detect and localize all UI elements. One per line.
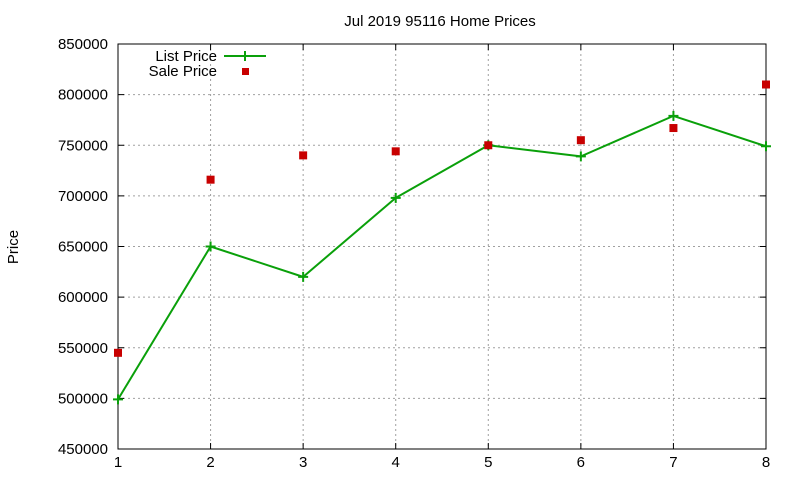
sale-price-point	[576, 136, 585, 145]
y-axis-label: Price	[5, 230, 22, 264]
sale-price-point	[206, 175, 215, 184]
y-tick-label: 650000	[58, 239, 108, 256]
list-price-point	[575, 151, 586, 162]
list-price-point	[668, 110, 679, 121]
chart-title: Jul 2019 95116 Home Prices	[344, 13, 536, 30]
list-price-point	[113, 394, 123, 405]
sale-price-point	[762, 80, 770, 89]
sale-price-point	[669, 124, 678, 133]
y-tick-label: 700000	[58, 188, 108, 205]
x-tick-label: 2	[206, 454, 214, 471]
list-price-point	[298, 271, 309, 282]
grid	[118, 44, 766, 449]
x-tick-label: 4	[392, 454, 400, 471]
y-axis-tick-labels: 450000 500000 550000 600000 650000 700000 7500…	[58, 36, 108, 458]
y-tick-label: 750000	[58, 137, 108, 154]
series	[113, 80, 771, 405]
series-list-price-line	[117, 114, 767, 400]
list-price-point	[205, 241, 216, 252]
sale-price-point	[391, 147, 400, 156]
x-tick-label: 5	[484, 454, 492, 471]
legend-label-sale-price: Sale Price	[149, 63, 217, 80]
list-price-point	[761, 141, 771, 152]
legend-swatch-sale-price-marker	[242, 68, 249, 75]
y-tick-label: 450000	[58, 441, 108, 458]
legend-item-sale-price: Sale Price	[149, 63, 249, 80]
sale-price-point	[484, 141, 493, 150]
x-tick-label: 1	[114, 454, 122, 471]
x-tick-label: 3	[299, 454, 307, 471]
list-price-point	[390, 192, 401, 203]
x-tick-label: 6	[577, 454, 585, 471]
x-axis-tick-labels: 1 2 3 4 5 6 7 8	[114, 454, 770, 471]
legend-label-list-price: List Price	[155, 48, 217, 65]
y-tick-label: 600000	[58, 289, 108, 306]
sale-price-point	[114, 348, 122, 357]
legend: List Price Sale Price	[149, 48, 266, 80]
x-tick-label: 8	[762, 454, 770, 471]
y-tick-label: 800000	[58, 87, 108, 104]
y-tick-label: 500000	[58, 390, 108, 407]
sale-price-point	[299, 151, 308, 160]
y-tick-label: 850000	[58, 36, 108, 53]
y-tick-label: 550000	[58, 340, 108, 357]
x-tick-label: 7	[669, 454, 677, 471]
legend-item-list-price: List Price	[155, 48, 266, 65]
